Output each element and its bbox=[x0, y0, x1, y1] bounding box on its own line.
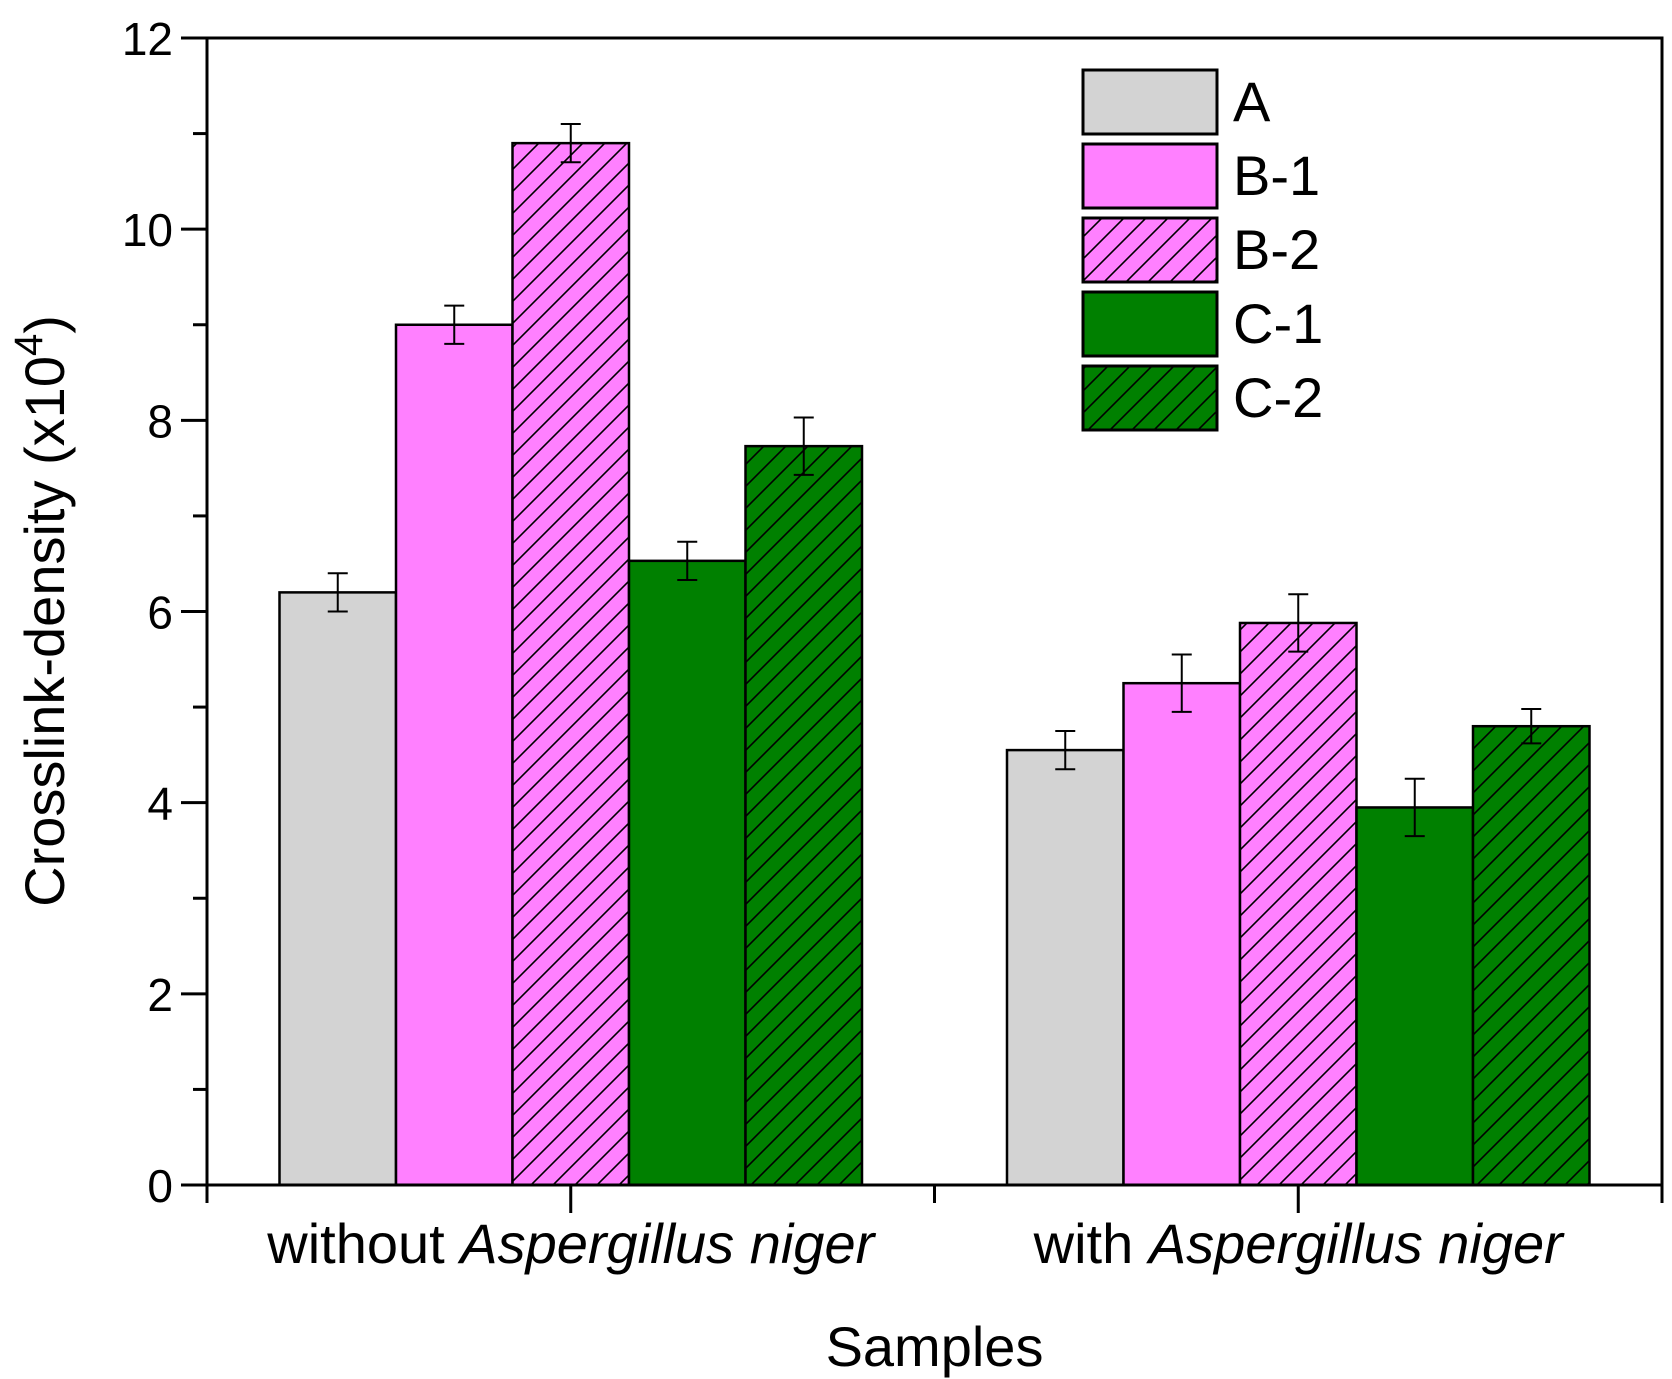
y-tick-label: 4 bbox=[147, 778, 173, 830]
y-axis-title-suffix: ) bbox=[13, 315, 76, 334]
legend-label-C-2: C-2 bbox=[1233, 366, 1323, 429]
category-organism: Aspergillus niger bbox=[457, 1212, 876, 1275]
y-axis-title-main: Crosslink-density (x10 bbox=[13, 356, 76, 907]
legend-swatch-B-1 bbox=[1081, 142, 1219, 210]
bar-B-1-1 bbox=[1122, 681, 1242, 1187]
bar-A-0 bbox=[278, 591, 398, 1187]
x-category-label: with Aspergillus niger bbox=[1033, 1212, 1565, 1275]
bars-layer bbox=[278, 123, 1591, 1187]
y-tick-label: 8 bbox=[147, 395, 173, 447]
bar-B-1-0 bbox=[394, 323, 514, 1187]
category-organism: Aspergillus niger bbox=[1146, 1212, 1565, 1275]
bar-C-2-0 bbox=[744, 444, 864, 1187]
legend-label-B-1: B-1 bbox=[1233, 144, 1320, 207]
y-tick-label: 12 bbox=[122, 13, 173, 65]
y-tick-label: 10 bbox=[122, 204, 173, 256]
x-axis-title: Samples bbox=[826, 1315, 1044, 1378]
bar-C-1-0 bbox=[627, 559, 747, 1187]
legend-swatch-A bbox=[1081, 68, 1219, 136]
legend-label-B-2: B-2 bbox=[1233, 218, 1320, 281]
bar-B-2-1 bbox=[1238, 621, 1358, 1187]
legend-swatch-C-2 bbox=[1081, 364, 1219, 432]
y-tick-label: 6 bbox=[147, 587, 173, 639]
y-tick-label: 0 bbox=[147, 1160, 173, 1212]
legend-swatch-C-1 bbox=[1081, 290, 1219, 358]
y-axis-title-exponent: 4 bbox=[7, 334, 51, 356]
legend-swatch-B-2 bbox=[1081, 216, 1219, 284]
x-category-label: without Aspergillus niger bbox=[266, 1212, 876, 1275]
category-prefix: with bbox=[1033, 1212, 1149, 1275]
legend-label-A: A bbox=[1233, 70, 1271, 133]
legend-label-C-1: C-1 bbox=[1233, 292, 1323, 355]
bar-C-2-1 bbox=[1471, 724, 1591, 1187]
bar-C-1-1 bbox=[1355, 806, 1475, 1187]
y-tick-label: 2 bbox=[147, 969, 173, 1021]
y-axis-title: Crosslink-density (x104) bbox=[7, 315, 76, 907]
legend: A B-1 B-2 C-1 C-2 bbox=[1081, 68, 1323, 432]
category-prefix: without bbox=[266, 1212, 460, 1275]
bar-B-2-0 bbox=[511, 141, 631, 1187]
bar-A-1 bbox=[1005, 748, 1125, 1187]
